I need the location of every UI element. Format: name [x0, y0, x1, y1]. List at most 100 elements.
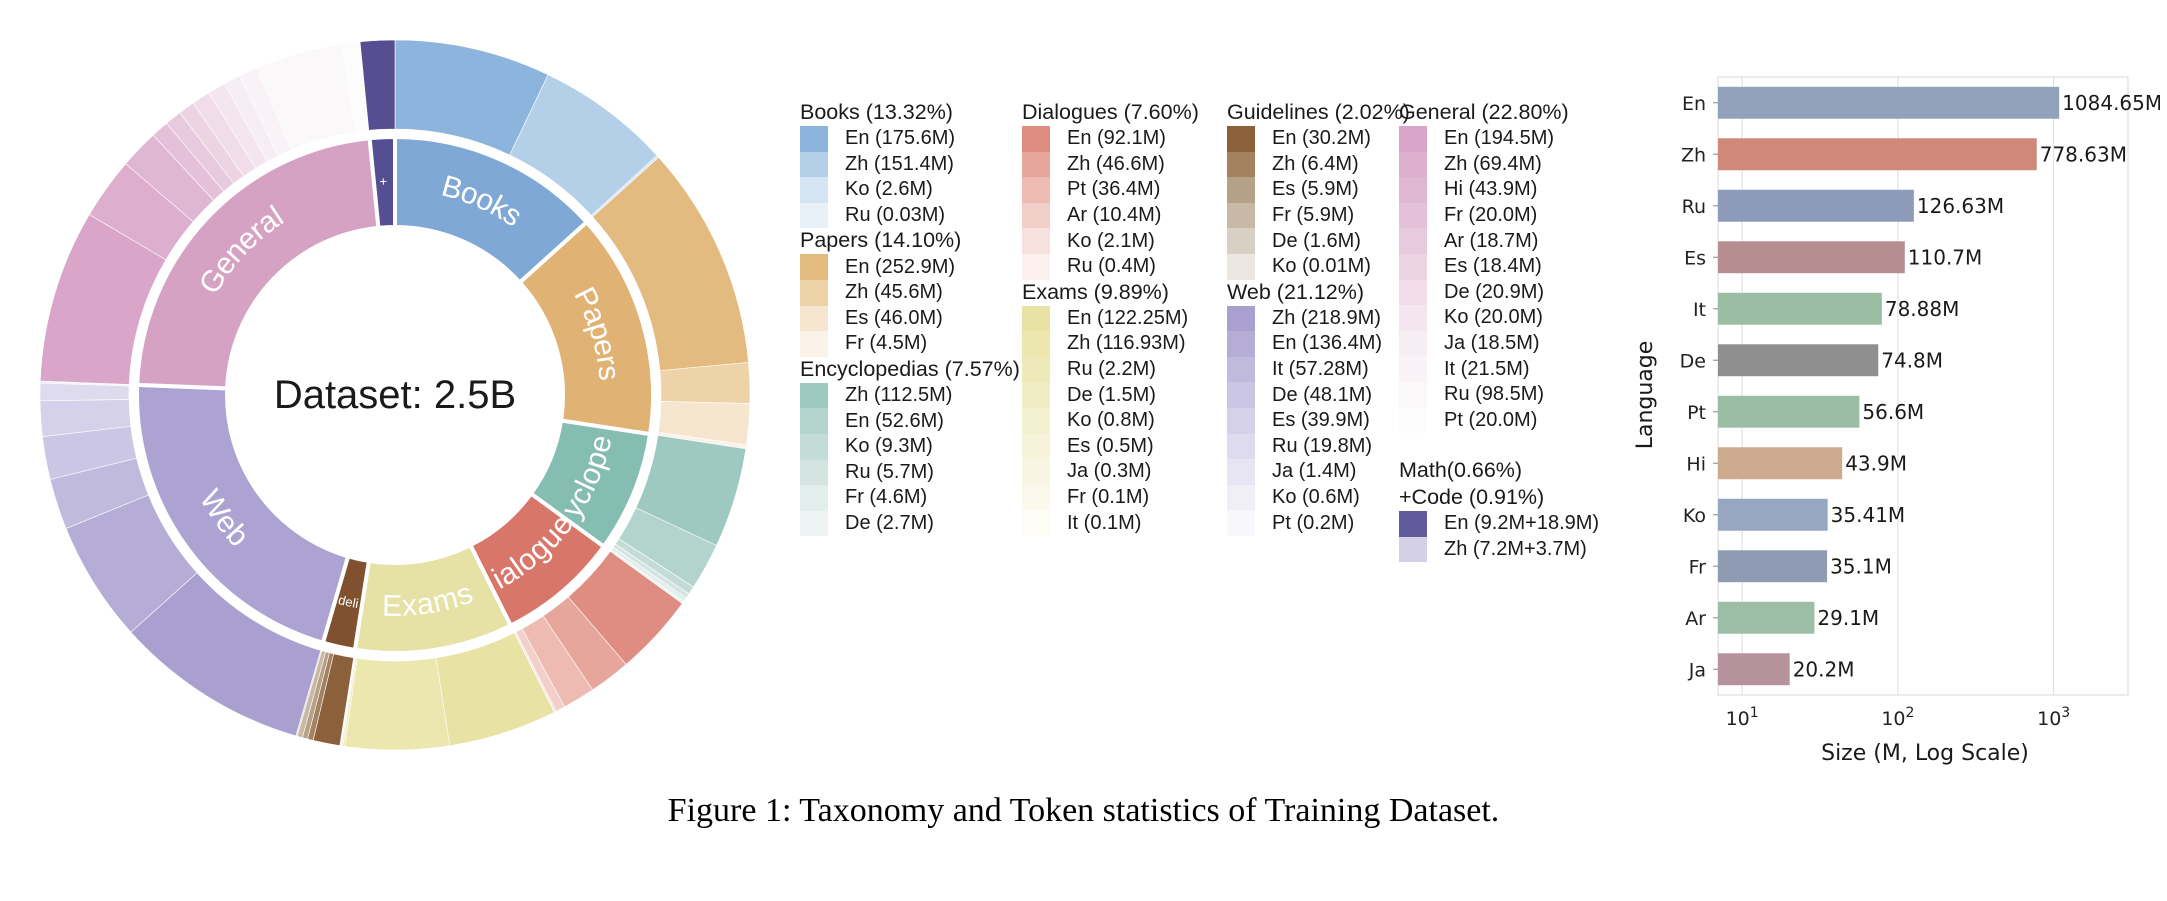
legend-item[interactable]: Ar (18.7M)	[1399, 228, 1599, 254]
legend-item[interactable]: Fr (20.0M)	[1399, 202, 1599, 229]
legend-item[interactable]: Zh (69.4M)	[1399, 151, 1599, 178]
legend-color-swatch	[1227, 484, 1255, 511]
legend-item[interactable]: Ko (9.3M)	[800, 433, 1022, 460]
legend-item[interactable]: It (21.5M)	[1399, 356, 1599, 382]
legend-item[interactable]: Ja (18.5M)	[1399, 330, 1599, 357]
bar-chart-y-axis-title: Language	[1633, 341, 1658, 450]
legend-item-label: Es (18.4M)	[1444, 255, 1542, 278]
legend-color-swatch	[1022, 407, 1050, 434]
legend-item[interactable]: Ko (0.01M)	[1227, 253, 1399, 280]
legend-item[interactable]: De (2.7M)	[800, 510, 1022, 537]
legend-color-swatch	[800, 202, 828, 229]
bar-chart-bar[interactable]	[1718, 550, 1828, 583]
legend-color-swatch	[1022, 151, 1050, 178]
legend-item[interactable]: Es (5.9M)	[1227, 177, 1399, 203]
legend-item[interactable]: En (252.9M)	[800, 254, 1022, 280]
legend-group-title: General (22.80%)	[1399, 100, 1569, 124]
legend-item[interactable]: Ru (5.7M)	[800, 459, 1022, 486]
legend-item-label: Es (39.9M)	[1272, 409, 1370, 432]
legend-item[interactable]: Es (46.0M)	[800, 305, 1022, 332]
legend-item[interactable]: It (57.28M)	[1227, 356, 1399, 383]
bar-chart-bar[interactable]	[1718, 86, 2060, 119]
legend-item[interactable]: Zh (112.5M)	[800, 382, 1022, 409]
legend-item[interactable]: De (20.9M)	[1399, 279, 1599, 306]
legend-item[interactable]: En (92.1M)	[1022, 126, 1227, 152]
legend-item[interactable]: Fr (4.6M)	[800, 485, 1022, 511]
legend-item[interactable]: Ru (2.2M)	[1022, 356, 1227, 383]
legend-item-label: Pt (36.4M)	[1067, 178, 1161, 201]
legend-item[interactable]: Ko (20.0M)	[1399, 305, 1599, 331]
legend-item[interactable]: Ja (0.3M)	[1022, 459, 1227, 485]
bar-chart-bar[interactable]	[1718, 498, 1828, 531]
bar-chart-bar[interactable]	[1718, 241, 1905, 274]
legend-item[interactable]: Pt (0.2M)	[1227, 510, 1399, 536]
legend-item[interactable]: Fr (0.1M)	[1022, 484, 1227, 511]
donut-segment[interactable]	[135, 382, 351, 646]
legend-item[interactable]: Pt (20.0M)	[1399, 407, 1599, 434]
legend-item[interactable]: Ru (98.5M)	[1399, 381, 1599, 408]
bar-chart-bar[interactable]	[1718, 653, 1790, 686]
legend-item[interactable]: De (1.5M)	[1022, 382, 1227, 408]
legend-item[interactable]: Fr (4.5M)	[800, 331, 1022, 357]
legend-item[interactable]: Fr (5.9M)	[1227, 202, 1399, 229]
legend-item-label: It (21.5M)	[1444, 357, 1530, 380]
legend-item[interactable]: En (194.5M)	[1399, 126, 1599, 152]
legend-item[interactable]: Zh (151.4M)	[800, 151, 1022, 178]
legend-item-label: Fr (4.5M)	[845, 332, 928, 355]
bar-chart-bar[interactable]	[1718, 138, 2037, 171]
bar-chart-bar[interactable]	[1718, 601, 1815, 634]
legend-item[interactable]: En (175.6M)	[800, 126, 1022, 152]
legend-item[interactable]: En (122.25M)	[1022, 305, 1227, 332]
legend-item[interactable]: Es (39.9M)	[1227, 407, 1399, 434]
legend-item-label: Es (46.0M)	[845, 306, 943, 329]
bar-chart-category-label: Es	[1684, 247, 1706, 269]
legend-item[interactable]: Zh (6.4M)	[1227, 151, 1399, 178]
donut-segment[interactable]	[359, 39, 396, 131]
legend-color-swatch	[1227, 433, 1255, 460]
legend-item[interactable]: En (30.2M)	[1227, 126, 1399, 152]
bar-chart-bar[interactable]	[1718, 395, 1860, 428]
legend-item[interactable]: En (52.6M)	[800, 408, 1022, 434]
bar-chart-value-label: 110.7M	[1908, 245, 1983, 269]
legend-item[interactable]: Ko (2.6M)	[800, 177, 1022, 203]
legend-item[interactable]: De (48.1M)	[1227, 382, 1399, 408]
legend-item[interactable]: Pt (36.4M)	[1022, 177, 1227, 203]
legend-item[interactable]: Ru (0.4M)	[1022, 253, 1227, 280]
legend-item[interactable]: Zh (45.6M)	[800, 279, 1022, 306]
legend-item[interactable]: Es (18.4M)	[1399, 253, 1599, 280]
donut-segment[interactable]	[367, 134, 397, 231]
legend-item[interactable]: Ko (2.1M)	[1022, 228, 1227, 254]
bar-chart-bar[interactable]	[1718, 292, 1882, 325]
legend-item[interactable]: Ar (10.4M)	[1022, 202, 1227, 229]
legend-item[interactable]: De (1.6M)	[1227, 228, 1399, 254]
legend-item[interactable]: Zh (7.2M+3.7M)	[1399, 536, 1599, 563]
legend-item[interactable]: It (0.1M)	[1022, 510, 1227, 536]
legend-columns: Books (13.32%) En (175.6M) Zh (151.4M) Ko (…	[800, 100, 1610, 563]
legend-item[interactable]: Ru (0.03M)	[800, 202, 1022, 229]
legend-color-swatch	[1399, 511, 1427, 537]
legend-color-swatch	[800, 279, 828, 306]
legend-item[interactable]: Zh (218.9M)	[1227, 305, 1399, 332]
legend-item[interactable]: Ko (0.6M)	[1227, 484, 1399, 511]
legend-item-label: Ru (0.4M)	[1067, 255, 1156, 278]
donut-segment[interactable]	[344, 657, 451, 751]
bar-chart-category-label: Ru	[1682, 196, 1706, 218]
bar-chart-bar[interactable]	[1718, 189, 1914, 222]
legend-item[interactable]: Es (0.5M)	[1022, 433, 1227, 460]
legend-item[interactable]: Hi (43.9M)	[1399, 177, 1599, 203]
legend-color-swatch	[1022, 177, 1050, 203]
legend-column: Dialogues (7.60%) En (92.1M) Zh (46.6M) Pt …	[1022, 100, 1227, 536]
legend-item[interactable]: Ru (19.8M)	[1227, 433, 1399, 460]
legend-item[interactable]: Ja (1.4M)	[1227, 459, 1399, 485]
bar-chart-bar[interactable]	[1718, 447, 1843, 480]
bar-chart-frame	[1717, 76, 2129, 696]
legend-item[interactable]: En (9.2M+18.9M)	[1399, 511, 1599, 537]
legend-item[interactable]: Ko (0.8M)	[1022, 407, 1227, 434]
donut-segment[interactable]	[135, 136, 381, 391]
bar-chart-category-label: Hi	[1686, 453, 1706, 475]
legend-color-swatch	[1227, 177, 1255, 203]
legend-item[interactable]: Zh (116.93M)	[1022, 331, 1227, 357]
bar-chart-bar[interactable]	[1718, 344, 1879, 377]
legend-item[interactable]: Zh (46.6M)	[1022, 151, 1227, 178]
legend-item[interactable]: En (136.4M)	[1227, 331, 1399, 357]
